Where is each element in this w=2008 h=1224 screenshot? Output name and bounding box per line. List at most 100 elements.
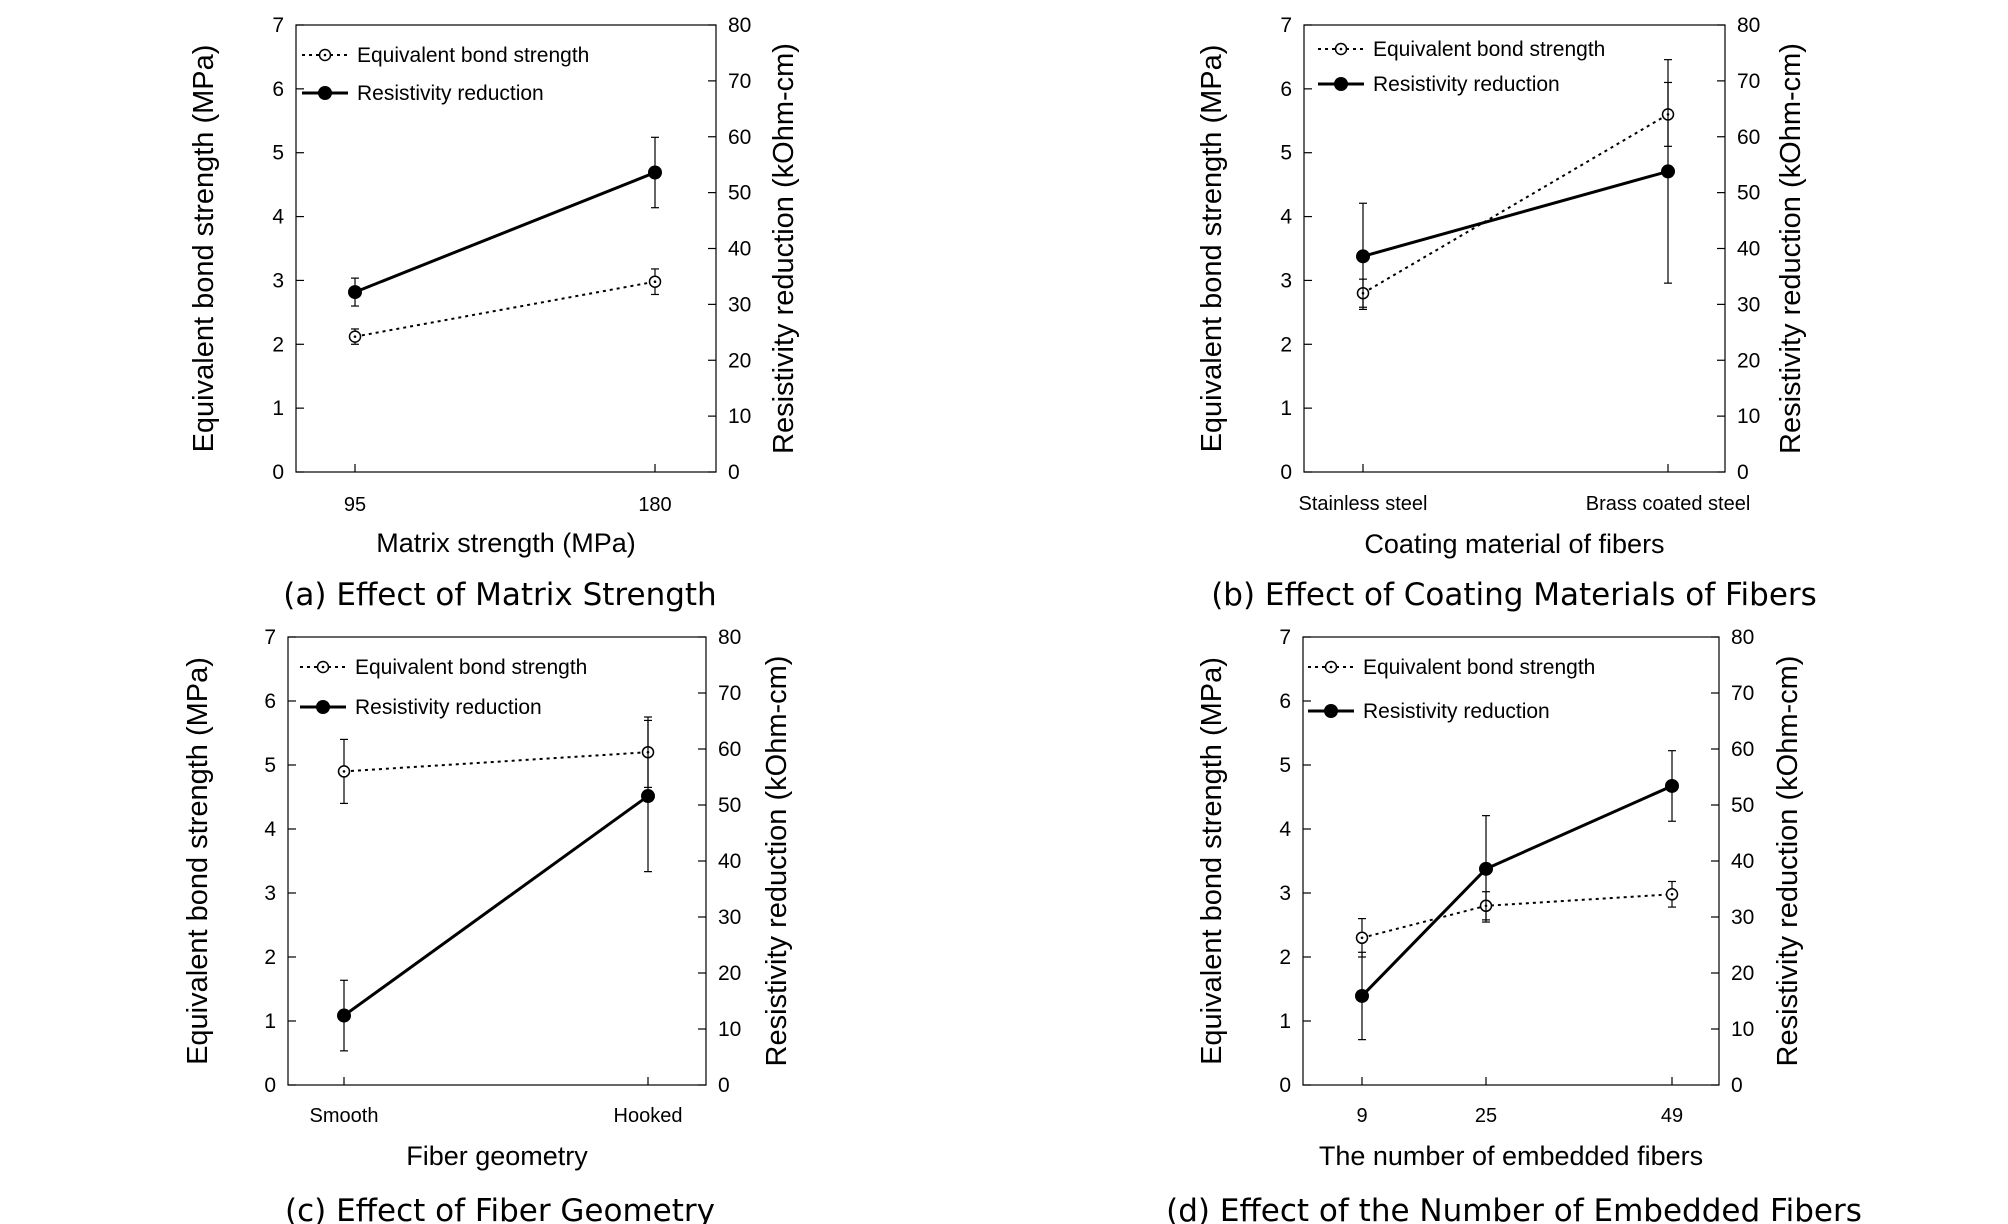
legend-resistivity-marker [1334, 77, 1348, 91]
left-tick-label: 3 [1279, 882, 1291, 905]
x-tick-label: Smooth [310, 1105, 379, 1127]
bond-strength-point-center [1360, 936, 1364, 940]
right-tick-label: 50 [728, 182, 751, 205]
resistivity-point [348, 285, 362, 300]
left-axis-label: Equivalent bond strength (MPa) [188, 45, 220, 453]
bond-strength-point-center [653, 280, 657, 284]
legend-resistivity-marker [318, 86, 332, 100]
x-tick-label: 25 [1475, 1105, 1497, 1127]
legend-resistivity-marker [1324, 704, 1338, 718]
resistivity-point [1356, 249, 1370, 264]
resistivity-line [343, 794, 649, 1017]
left-tick-label: 0 [1279, 1074, 1291, 1097]
legend-bond-strength-marker-center [321, 665, 325, 669]
right-axis-label: Resistivity reduction (kOhm-cm) [1775, 43, 1807, 454]
left-tick-label: 6 [1279, 690, 1291, 713]
right-tick-label: 40 [1731, 850, 1754, 873]
left-tick-label: 6 [272, 78, 284, 101]
bond-strength-point-center [1670, 892, 1674, 896]
bond-strength-line [1362, 113, 1669, 295]
x-axis-label: Coating material of fibers [1364, 529, 1664, 559]
right-tick-label: 80 [1737, 14, 1760, 37]
resistivity-line [354, 171, 656, 294]
right-tick-label: 50 [718, 794, 741, 817]
x-tick-label: Hooked [614, 1105, 683, 1127]
legend-resistivity-label: Resistivity reduction [1363, 700, 1550, 723]
right-tick-label: 40 [718, 850, 741, 873]
right-tick-label: 20 [1737, 349, 1760, 372]
right-tick-label: 80 [1731, 626, 1754, 649]
x-tick-label: 49 [1661, 1105, 1683, 1127]
left-tick-label: 2 [272, 333, 284, 356]
legend-resistivity-label: Resistivity reduction [357, 82, 544, 105]
right-axis-label: Resistivity reduction (kOhm-cm) [1772, 656, 1804, 1067]
panel-caption: (d) Effect of the Number of Embedded Fib… [1166, 1193, 1862, 1224]
right-tick-label: 60 [718, 738, 741, 761]
legend-bond-strength-label: Equivalent bond strength [1373, 38, 1605, 61]
x-axis-label: Fiber geometry [406, 1141, 588, 1171]
legend-bond-strength-label: Equivalent bond strength [1363, 656, 1595, 679]
left-axis-label: Equivalent bond strength (MPa) [1196, 45, 1228, 453]
legend-resistivity-label: Resistivity reduction [1373, 73, 1560, 96]
left-tick-label: 2 [264, 946, 276, 969]
legend-bond-strength-label: Equivalent bond strength [355, 656, 587, 679]
left-tick-label: 7 [272, 14, 284, 37]
right-tick-label: 40 [1737, 238, 1760, 261]
right-tick-label: 10 [1737, 405, 1760, 428]
left-tick-label: 0 [1280, 461, 1292, 484]
left-axis-label: Equivalent bond strength (MPa) [1196, 657, 1228, 1065]
left-tick-label: 7 [1280, 14, 1292, 37]
right-tick-label: 60 [1737, 126, 1760, 149]
left-tick-label: 7 [264, 626, 276, 649]
right-tick-label: 20 [718, 962, 741, 985]
left-tick-label: 3 [272, 269, 284, 292]
right-tick-label: 30 [728, 293, 751, 316]
bond-strength-point-center [342, 770, 346, 773]
x-tick-label: Brass coated steel [1586, 493, 1751, 515]
bond-strength-line [1361, 893, 1673, 939]
left-tick-label: 4 [272, 206, 284, 229]
resistivity-point [337, 1008, 351, 1023]
left-tick-label: 3 [264, 882, 276, 905]
right-tick-label: 70 [718, 682, 741, 705]
left-tick-label: 5 [1280, 142, 1292, 165]
x-tick-label: 180 [638, 494, 671, 516]
panel-caption: (a) Effect of Matrix Strength [283, 577, 716, 613]
resistivity-line [1360, 784, 1673, 998]
right-tick-label: 70 [1737, 70, 1760, 93]
resistivity-point [1661, 164, 1675, 179]
left-tick-label: 6 [264, 690, 276, 713]
right-tick-label: 0 [1731, 1074, 1743, 1097]
x-axis-label: The number of embedded fibers [1319, 1141, 1703, 1171]
right-tick-label: 30 [1737, 293, 1760, 316]
right-tick-label: 50 [1731, 794, 1754, 817]
right-tick-label: 20 [728, 349, 751, 372]
legend-bond-strength-label: Equivalent bond strength [357, 44, 589, 67]
left-tick-label: 1 [272, 397, 284, 420]
legend-resistivity-label: Resistivity reduction [355, 696, 542, 719]
resistivity-point [641, 789, 655, 804]
right-tick-label: 60 [728, 126, 751, 149]
legend-bond-strength-marker-center [1329, 665, 1333, 669]
bond-strength-line [354, 280, 656, 338]
right-axis-label: Resistivity reduction (kOhm-cm) [768, 43, 800, 454]
left-tick-label: 4 [1280, 206, 1292, 229]
left-tick-label: 5 [1279, 754, 1291, 777]
legend-resistivity-marker [316, 700, 330, 714]
left-tick-label: 1 [1280, 397, 1292, 420]
right-tick-label: 0 [1737, 461, 1749, 484]
left-tick-label: 1 [1279, 1010, 1291, 1033]
left-tick-label: 1 [264, 1010, 276, 1033]
resistivity-point [1479, 861, 1493, 876]
x-tick-label: Stainless steel [1299, 493, 1428, 515]
right-tick-label: 20 [1731, 962, 1754, 985]
right-tick-label: 10 [728, 405, 751, 428]
left-tick-label: 4 [1279, 818, 1291, 841]
left-tick-label: 4 [264, 818, 276, 841]
left-tick-label: 5 [264, 754, 276, 777]
legend-bond-strength-marker-center [1339, 47, 1343, 51]
